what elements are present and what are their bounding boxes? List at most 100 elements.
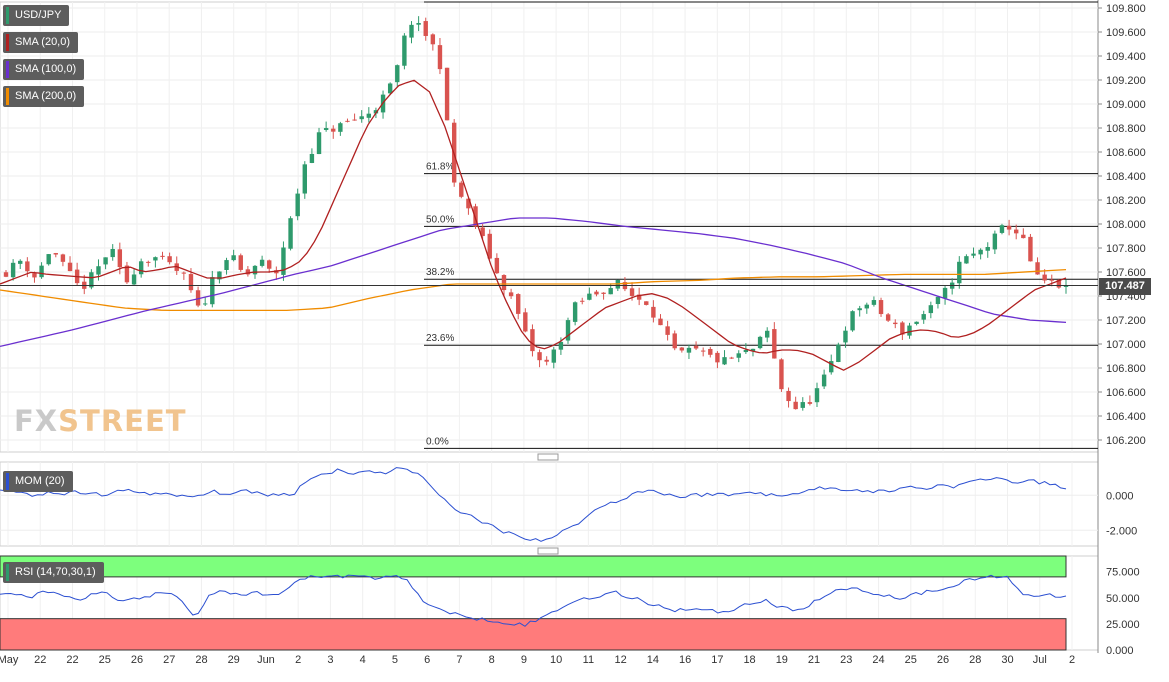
legend-rsi[interactable]: RSI (14,70,30,1) [3,562,104,583]
candle-body [829,361,834,373]
candle-body [146,261,151,263]
candle-body [444,67,450,121]
x-tick-label: 14 [647,654,659,666]
candle-body [715,352,720,363]
candle-body [288,218,293,249]
candle-body [558,341,564,350]
candle-body [416,23,421,25]
x-tick-label: 29 [228,654,240,666]
x-tick-label: Jul [1033,654,1047,666]
candle-body [366,113,372,118]
candle-body [864,304,870,309]
logo-fx: FX [14,404,59,438]
candle-body [487,233,492,259]
candle-body [309,153,315,163]
x-tick-label: 3 [327,654,333,666]
fxstreet-logo: FXSTREET [14,404,187,438]
candle-body [352,119,357,121]
x-tick-label: 26 [937,654,949,666]
candle-body [231,255,236,261]
mom-tick-label: -2.000 [1106,525,1137,537]
x-tick-label: 25 [99,654,111,666]
candle-body [323,128,329,131]
candle-body [672,333,677,349]
y-tick-label: 108.600 [1106,147,1146,159]
candle-body [765,330,770,338]
candle-body [665,326,670,335]
logo-street: STREET [58,404,187,438]
candle-body [658,318,663,326]
legend-sma200[interactable]: SMA (200,0) [3,86,85,107]
legend-swatch [6,34,9,51]
candle-body [964,256,969,264]
candle-body [516,294,521,314]
candle-body [302,164,307,194]
candle-body [245,269,251,275]
y-tick-label: 107.600 [1106,267,1146,279]
rsi-tick-label: 50.000 [1106,593,1140,605]
candle-body [608,288,613,295]
candle-body [217,271,222,280]
x-tick-label: 8 [489,654,495,666]
candle-body [409,24,414,38]
legend-label: SMA (20,0) [15,36,71,48]
candle-body [985,247,990,251]
candle-body [757,336,763,349]
candle-body [722,357,727,365]
candle-body [430,34,436,45]
candles-group [3,16,1069,411]
candle-body [281,247,286,275]
candle-body [850,311,855,331]
candle-body [1042,274,1047,281]
x-tick-label: 9 [521,654,527,666]
candle-body [67,262,73,272]
candle-body [423,21,428,36]
candle-body [1021,234,1026,239]
candle-body [153,257,158,261]
candle-body [195,290,201,306]
candle-body [345,120,350,122]
candle-body [10,262,16,278]
candle-body [885,314,891,321]
legend-sma100[interactable]: SMA (100,0) [3,59,85,80]
y-tick-label: 109.200 [1106,75,1146,87]
x-tick-label: 30 [1001,654,1013,666]
x-tick-label: 10 [550,654,562,666]
x-tick-label: 22 [66,654,78,666]
legend-mom[interactable]: MOM (20) [3,471,73,492]
y-tick-label: 109.800 [1106,3,1146,15]
y-tick-label: 107.000 [1106,339,1146,351]
candle-body [900,322,905,335]
candle-body [935,296,941,305]
candle-body [907,325,912,336]
rsi-tick-label: 25.000 [1106,619,1140,631]
x-tick-label: 23 [840,654,852,666]
candle-body [644,301,649,305]
candle-body [601,292,606,294]
x-tick-label: 17 [711,654,723,666]
candle-body [359,116,364,120]
x-tick-label: May [0,654,19,666]
candle-body [537,352,542,361]
candle-body [821,374,827,387]
legend-usdjpy[interactable]: USD/JPY [3,5,70,26]
legend-label: MOM (20) [15,475,65,487]
candle-body [871,300,877,305]
candle-body [501,275,507,291]
panel-resize-handle[interactable] [537,547,559,555]
candle-body [878,300,884,315]
candle-body [18,260,23,264]
candle-body [857,308,862,311]
candle-body [131,274,137,285]
panel-resize-handle[interactable] [537,453,559,461]
legend-sma20[interactable]: SMA (20,0) [3,32,79,53]
x-tick-label: 4 [360,654,366,666]
candle-body [39,265,44,278]
sma100-line [0,217,1067,348]
legend-label: SMA (100,0) [15,63,77,75]
x-tick-label: 22 [34,654,46,666]
candle-body [594,291,599,295]
fib-label: 0.0% [426,436,449,447]
x-tick-label: 11 [583,654,594,666]
candle-body [750,348,756,352]
